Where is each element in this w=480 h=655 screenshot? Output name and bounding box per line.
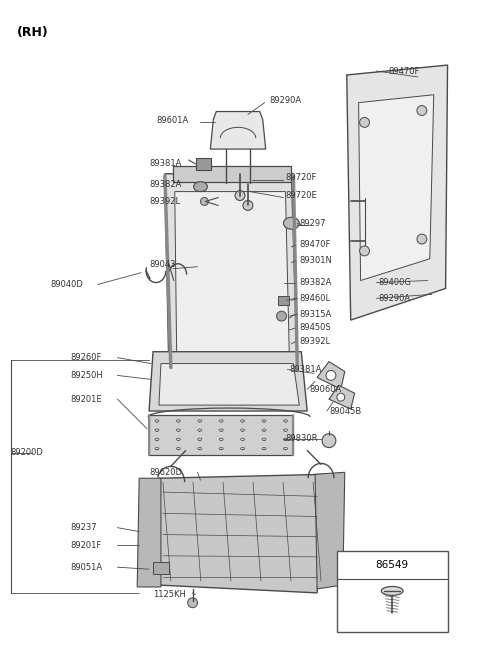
Text: 89290A: 89290A: [378, 294, 410, 303]
Polygon shape: [175, 192, 289, 360]
Text: 1125KH: 1125KH: [153, 590, 186, 599]
Text: 89392L: 89392L: [300, 337, 330, 346]
Text: 89830R: 89830R: [286, 434, 318, 443]
Circle shape: [337, 393, 345, 401]
Polygon shape: [317, 362, 345, 389]
Circle shape: [188, 598, 197, 608]
Text: 89460L: 89460L: [300, 294, 330, 303]
Text: 89450S: 89450S: [300, 324, 331, 333]
Text: 89601A: 89601A: [156, 116, 188, 125]
Text: 89043: 89043: [149, 260, 176, 269]
Polygon shape: [157, 474, 327, 593]
Circle shape: [326, 371, 336, 381]
Text: 89201E: 89201E: [70, 395, 102, 403]
Polygon shape: [359, 95, 434, 280]
Text: 89250H: 89250H: [70, 371, 103, 380]
Circle shape: [243, 200, 253, 210]
Circle shape: [276, 311, 287, 321]
Ellipse shape: [381, 586, 403, 595]
Text: 89200D: 89200D: [11, 448, 44, 457]
Text: 89392L: 89392L: [149, 197, 180, 206]
Text: 89315A: 89315A: [300, 310, 332, 318]
Text: 89720F: 89720F: [286, 174, 317, 182]
Text: 89040D: 89040D: [50, 280, 83, 289]
Ellipse shape: [284, 217, 300, 229]
Text: 89620D: 89620D: [149, 468, 182, 477]
Text: 89382A: 89382A: [149, 180, 181, 189]
Bar: [195, 158, 211, 170]
Text: 89201F: 89201F: [70, 541, 101, 550]
Bar: [173, 166, 291, 181]
Circle shape: [360, 246, 370, 256]
Bar: [153, 562, 169, 574]
Text: 89400G: 89400G: [378, 278, 411, 287]
Text: 89301N: 89301N: [300, 256, 332, 265]
Bar: [337, 552, 447, 633]
Text: 89720E: 89720E: [286, 191, 317, 200]
Circle shape: [201, 198, 208, 206]
Circle shape: [417, 234, 427, 244]
Text: 89297: 89297: [300, 219, 326, 228]
Polygon shape: [165, 174, 297, 369]
Text: 89382A: 89382A: [300, 278, 332, 287]
Polygon shape: [137, 478, 161, 587]
Polygon shape: [315, 472, 345, 589]
Text: 89381A: 89381A: [149, 159, 181, 168]
Polygon shape: [210, 111, 266, 149]
Text: 89237: 89237: [70, 523, 96, 532]
Text: 89290A: 89290A: [270, 96, 302, 105]
Text: 89470F: 89470F: [388, 67, 420, 75]
Text: 89260F: 89260F: [70, 353, 101, 362]
Bar: [277, 296, 289, 305]
Text: 89470F: 89470F: [300, 240, 331, 250]
Text: 89060A: 89060A: [309, 384, 341, 394]
Circle shape: [360, 117, 370, 127]
Polygon shape: [347, 65, 447, 320]
Text: 89045B: 89045B: [329, 407, 361, 415]
Text: 89051A: 89051A: [70, 563, 102, 572]
Polygon shape: [149, 352, 307, 411]
Text: 89381A: 89381A: [289, 365, 322, 374]
Circle shape: [417, 105, 427, 115]
Bar: [149, 415, 293, 455]
Text: (RH): (RH): [17, 26, 48, 39]
Polygon shape: [159, 364, 300, 405]
Circle shape: [322, 434, 336, 447]
Circle shape: [235, 191, 245, 200]
Text: 86549: 86549: [376, 560, 409, 571]
Ellipse shape: [193, 181, 207, 192]
Polygon shape: [329, 385, 355, 409]
